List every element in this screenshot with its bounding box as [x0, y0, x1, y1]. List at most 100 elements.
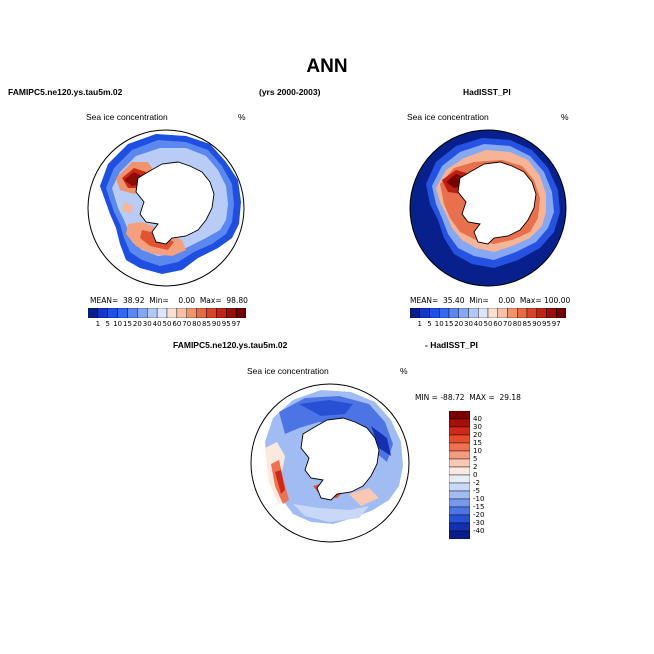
- colorbar-tick-label: 85: [202, 320, 211, 328]
- obs-units: %: [561, 112, 569, 122]
- colorbar-tick-label: 60: [493, 320, 503, 328]
- colorbar-tick-label: -10: [473, 495, 485, 503]
- colorbar-cell: [449, 506, 470, 516]
- model-polar-map: [87, 129, 245, 287]
- colorbar-tick-label: 1: [95, 320, 101, 328]
- colorbar-tick-label: 10: [473, 447, 482, 455]
- colorbar-tick-label: -15: [473, 503, 485, 511]
- colorbar-cell: [478, 308, 489, 318]
- colorbar-cell: [88, 308, 99, 318]
- colorbar-tick-label: 40: [473, 320, 483, 328]
- colorbar-tick-label: 40: [473, 415, 482, 423]
- colorbar-tick-label: -30: [473, 519, 485, 527]
- colorbar-cell: [517, 308, 528, 318]
- colorbar-cell: [186, 308, 197, 318]
- diff-field-title: Sea ice concentration: [247, 366, 329, 376]
- colorbar-cell: [546, 308, 557, 318]
- colorbar-tick-label: 15: [444, 320, 454, 328]
- colorbar-tick-label: 5: [427, 320, 432, 328]
- colorbar-tick-label: 20: [454, 320, 464, 328]
- colorbar-cell: [147, 308, 158, 318]
- obs-stats: MEAN= 35.40 Min= 0.00 Max= 100.00: [410, 296, 571, 305]
- colorbar-cell: [468, 308, 479, 318]
- model-colorbar-ticks: 1 5 10 15 20 30 40 50 60 70 80 85 90 95 97: [88, 320, 246, 330]
- obs-field-title: Sea ice concentration: [407, 112, 489, 122]
- model-stats: MEAN= 38.92 Min= 0.00 Max= 98.80: [90, 296, 248, 305]
- colorbar-tick-label: 50: [483, 320, 493, 328]
- colorbar-cell: [449, 498, 470, 508]
- figure-title: ANN: [306, 56, 348, 77]
- colorbar-tick-label: 0: [473, 471, 478, 479]
- colorbar-cell: [449, 418, 470, 428]
- diff-case-label-left: FAMIPC5.ne120.ys.tau5m.02: [173, 340, 288, 350]
- diff-minmax: MIN = -88.72 MAX = 29.18: [415, 393, 521, 402]
- colorbar-tick-label: 2: [473, 463, 478, 471]
- colorbar-cell: [429, 308, 440, 318]
- colorbar-tick-label: 80: [192, 320, 202, 328]
- model-field-title: Sea ice concentration: [86, 112, 168, 122]
- obs-polar-map: [409, 129, 567, 287]
- colorbar-tick-label: 20: [132, 320, 142, 328]
- colorbar-tick-label: -20: [473, 511, 485, 519]
- colorbar-tick-label: 85: [522, 320, 532, 328]
- colorbar-cell: [449, 458, 470, 468]
- colorbar-tick-label: -2: [473, 479, 480, 487]
- colorbar-cell: [127, 308, 138, 318]
- colorbar-tick-label: 97: [231, 320, 241, 328]
- colorbar-tick-label: -40: [473, 527, 485, 535]
- colorbar-cell: [235, 308, 246, 318]
- colorbar-cell: [449, 522, 470, 532]
- obs-case-label: HadISST_PI: [463, 87, 511, 97]
- colorbar-tick-label: 15: [473, 439, 482, 447]
- diff-case-label-right: - HadISST_PI: [425, 340, 478, 350]
- colorbar-tick-label: 15: [123, 320, 132, 328]
- colorbar-cell: [176, 308, 187, 318]
- colorbar-cell: [449, 490, 470, 500]
- colorbar-cell: [526, 308, 537, 318]
- colorbar-cell: [166, 308, 178, 318]
- colorbar-cell: [449, 530, 470, 539]
- colorbar-cell: [196, 308, 207, 318]
- model-case-label: FAMIPC5.ne120.ys.tau5m.02: [8, 87, 123, 97]
- years-label: (yrs 2000-2003): [259, 87, 321, 97]
- colorbar-cell: [419, 308, 430, 318]
- colorbar-tick-label: 50: [162, 320, 172, 328]
- colorbar-cell: [536, 308, 547, 318]
- colorbar-cell: [449, 426, 470, 436]
- colorbar-cell: [439, 308, 450, 318]
- colorbar-tick-label: 5: [105, 320, 110, 328]
- colorbar-cell: [206, 308, 217, 318]
- colorbar-cell: [556, 308, 566, 318]
- diff-colorbar-ticks: 40 30 20 15 10 5 2 0 -2 -5 -10 -15 -20 -30 -40: [473, 411, 503, 539]
- colorbar-tick-label: 30: [464, 320, 473, 328]
- colorbar-tick-label: 10: [113, 320, 123, 328]
- diff-polar-map: [250, 383, 410, 543]
- colorbar-tick-label: 97: [551, 320, 561, 328]
- colorbar-cell: [449, 442, 470, 452]
- colorbar-cell: [497, 308, 508, 318]
- obs-colorbar: [410, 308, 566, 318]
- colorbar-tick-label: 1: [417, 320, 422, 328]
- colorbar-tick-label: 10: [434, 320, 444, 328]
- colorbar-tick-label: 5: [473, 455, 478, 463]
- colorbar-cell: [156, 308, 168, 318]
- colorbar-cell: [449, 474, 470, 484]
- colorbar-tick-label: 95: [221, 320, 231, 328]
- colorbar-tick-label: 40: [152, 320, 162, 328]
- colorbar-cell: [487, 308, 498, 318]
- colorbar-cell: [107, 308, 118, 318]
- colorbar-cell: [226, 308, 237, 318]
- colorbar-tick-label: 70: [182, 320, 192, 328]
- colorbar-cell: [449, 466, 470, 476]
- colorbar-cell: [449, 482, 470, 492]
- colorbar-cell: [449, 434, 470, 444]
- colorbar-cell: [448, 308, 459, 318]
- colorbar-cell: [449, 514, 470, 524]
- model-colorbar: [88, 308, 246, 318]
- colorbar-cell: [449, 411, 470, 420]
- colorbar-cell: [216, 308, 227, 318]
- model-units: %: [238, 112, 246, 122]
- colorbar-tick-label: 90: [211, 320, 221, 328]
- colorbar-tick-label: 80: [512, 320, 522, 328]
- colorbar-tick-label: 30: [473, 423, 482, 431]
